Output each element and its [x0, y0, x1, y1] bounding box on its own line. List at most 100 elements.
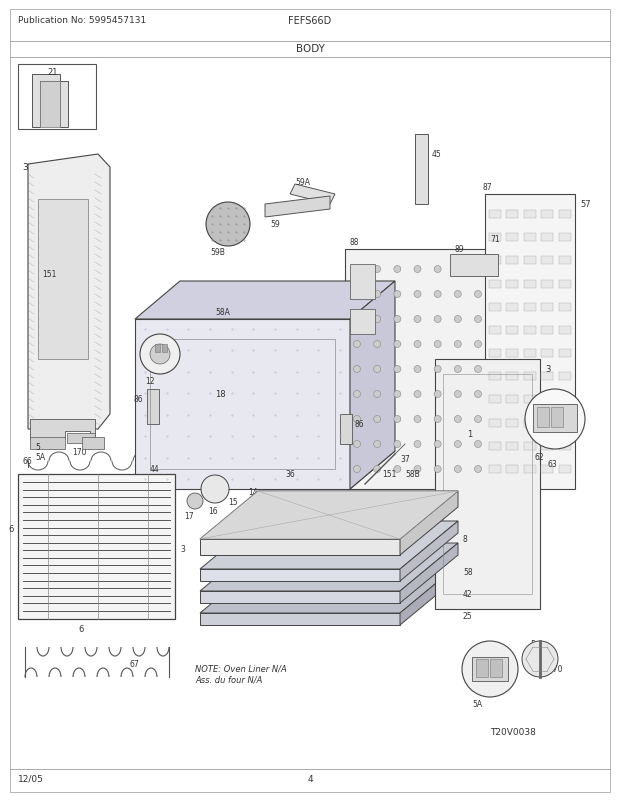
Circle shape: [462, 642, 518, 697]
Polygon shape: [345, 249, 490, 489]
Text: 68: 68: [90, 476, 100, 484]
Bar: [350, 265, 375, 300]
Bar: [507, 442, 518, 450]
Polygon shape: [485, 195, 575, 489]
Circle shape: [394, 291, 401, 298]
Text: 67: 67: [130, 659, 140, 668]
Text: 151: 151: [42, 269, 56, 278]
Polygon shape: [400, 521, 458, 581]
Circle shape: [353, 441, 360, 448]
Polygon shape: [415, 135, 428, 205]
Text: 5: 5: [35, 443, 40, 452]
Text: 6: 6: [8, 525, 14, 534]
Bar: [524, 303, 536, 311]
Text: T20V0038: T20V0038: [490, 727, 536, 736]
Bar: [489, 234, 501, 242]
Circle shape: [394, 416, 401, 423]
Text: Publication No: 5995457131: Publication No: 5995457131: [18, 16, 146, 25]
Text: 37: 37: [400, 455, 410, 464]
Bar: [559, 442, 571, 450]
Circle shape: [474, 391, 482, 398]
Circle shape: [374, 441, 381, 448]
Polygon shape: [200, 543, 458, 591]
Circle shape: [474, 316, 482, 323]
Circle shape: [353, 266, 360, 273]
Text: 59B: 59B: [210, 248, 225, 257]
Bar: [38, 200, 88, 359]
Text: 12/05: 12/05: [18, 774, 44, 783]
Polygon shape: [200, 565, 458, 614]
Circle shape: [454, 466, 461, 473]
Circle shape: [474, 441, 482, 448]
Polygon shape: [200, 492, 458, 539]
Circle shape: [454, 341, 461, 348]
Circle shape: [394, 466, 401, 473]
Bar: [533, 404, 577, 432]
Bar: [541, 234, 554, 242]
Text: 12: 12: [145, 376, 154, 386]
Bar: [537, 407, 549, 427]
Circle shape: [454, 266, 461, 273]
Text: BODY: BODY: [296, 44, 324, 54]
Text: 59A: 59A: [295, 178, 310, 187]
Bar: [162, 345, 167, 353]
Bar: [541, 419, 554, 427]
Circle shape: [474, 416, 482, 423]
Text: 4: 4: [307, 774, 313, 783]
Bar: [489, 350, 501, 358]
Bar: [340, 415, 352, 444]
Circle shape: [454, 391, 461, 398]
Circle shape: [454, 366, 461, 373]
Circle shape: [454, 316, 461, 323]
Text: 89: 89: [455, 245, 464, 253]
Bar: [559, 234, 571, 242]
Text: 44: 44: [150, 464, 160, 473]
Circle shape: [454, 291, 461, 298]
Text: FEFS66D: FEFS66D: [288, 16, 332, 26]
Bar: [507, 280, 518, 288]
Circle shape: [454, 416, 461, 423]
Bar: [541, 350, 554, 358]
Bar: [147, 390, 159, 424]
Bar: [507, 303, 518, 311]
Polygon shape: [200, 614, 400, 626]
Circle shape: [474, 341, 482, 348]
Bar: [541, 442, 554, 450]
Bar: [524, 326, 536, 334]
Bar: [524, 280, 536, 288]
Circle shape: [206, 203, 250, 247]
Bar: [507, 211, 518, 219]
Circle shape: [353, 466, 360, 473]
Bar: [541, 465, 554, 473]
Bar: [489, 373, 501, 381]
Bar: [30, 437, 65, 449]
Text: 58B: 58B: [405, 469, 420, 479]
Polygon shape: [200, 539, 400, 555]
Polygon shape: [400, 543, 458, 603]
Bar: [67, 433, 95, 444]
Circle shape: [414, 366, 421, 373]
Bar: [18, 65, 96, 130]
Bar: [559, 303, 571, 311]
Bar: [524, 419, 536, 427]
Polygon shape: [200, 521, 458, 569]
Bar: [507, 396, 518, 404]
Bar: [472, 657, 508, 681]
Circle shape: [414, 441, 421, 448]
Bar: [507, 326, 518, 334]
Circle shape: [353, 316, 360, 323]
Text: 88: 88: [350, 237, 360, 247]
Bar: [559, 465, 571, 473]
Bar: [490, 659, 502, 677]
Bar: [443, 375, 532, 594]
Circle shape: [434, 416, 441, 423]
Circle shape: [474, 466, 482, 473]
Bar: [489, 280, 501, 288]
Circle shape: [434, 291, 441, 298]
Text: 71: 71: [490, 235, 500, 244]
Polygon shape: [135, 320, 350, 489]
Polygon shape: [290, 184, 335, 205]
Circle shape: [525, 390, 585, 449]
Circle shape: [394, 316, 401, 323]
Polygon shape: [32, 75, 68, 128]
